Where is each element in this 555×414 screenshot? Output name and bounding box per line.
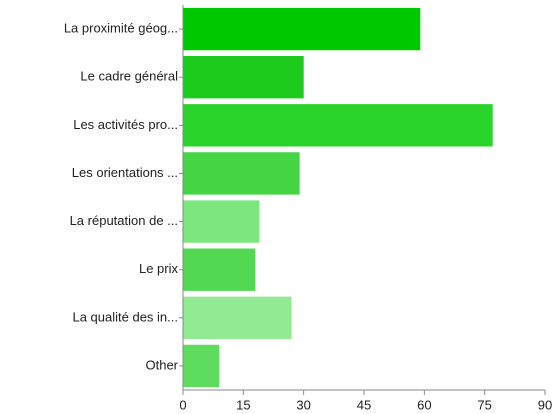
bar: [183, 104, 493, 147]
x-tick-label: 60: [417, 397, 431, 412]
y-tick-label: Les orientations ...: [72, 165, 178, 180]
y-tick-label: Les activités pro...: [73, 117, 178, 132]
x-tick-label: 90: [538, 397, 552, 412]
y-tick-label: La réputation de ...: [70, 213, 178, 228]
bar: [183, 200, 260, 243]
y-tick-label: La qualité des in...: [72, 309, 178, 324]
x-tick-label: 45: [357, 397, 371, 412]
bar: [183, 7, 421, 51]
x-tick-label: 0: [179, 397, 186, 412]
y-tick-label: Other: [145, 357, 178, 372]
bar: [183, 248, 256, 291]
x-tick-label: 75: [477, 397, 491, 412]
bar: [183, 56, 304, 99]
bar: [183, 344, 220, 388]
bar: [183, 152, 300, 195]
y-tick-label: Le prix: [139, 261, 179, 276]
bar: [183, 296, 292, 339]
x-tick-label: 30: [296, 397, 310, 412]
x-tick-label: 15: [236, 397, 250, 412]
y-tick-label: La proximité géog...: [64, 21, 178, 36]
y-tick-label: Le cadre général: [80, 69, 178, 84]
